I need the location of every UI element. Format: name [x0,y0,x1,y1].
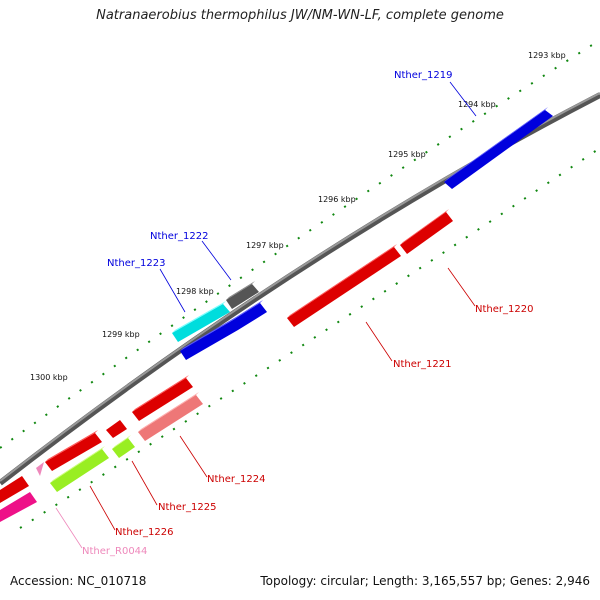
gene-arrow-nther-r0044[interactable] [36,462,44,476]
gene-label-nther-1222[interactable]: Nther_1222 [150,231,208,242]
gene-label-nther-1223[interactable]: Nther_1223 [107,258,165,269]
accession-text: Accession: NC_010718 [10,574,147,588]
kbp-label: 1293 kbp [528,51,566,60]
gene-arrow-nther-1221[interactable] [287,244,401,327]
kbp-label: 1300 kbp [30,373,68,382]
leader-line-nther-1222 [201,240,232,281]
leader-line-nther-1219 [449,81,477,117]
leader-line-nther-1224 [179,435,208,478]
gene-arrow-nther-1223-b[interactable] [180,300,267,360]
leader-line-nther-r0044 [55,507,83,549]
gene-arrow-nther-1226-top[interactable] [45,430,102,471]
kbp-label: 1296 kbp [318,195,356,204]
leader-line-nther-1220 [447,267,476,307]
gene-label-nther-1220[interactable]: Nther_1220 [475,304,533,315]
gene-arrow-nther-1225[interactable] [112,435,135,458]
leader-line-nther-1225 [131,460,158,506]
genome-summary-text: Topology: circular; Length: 3,165,557 bp… [260,574,590,588]
gene-label-nther-1226[interactable]: Nther_1226 [115,527,173,538]
kbp-label: 1297 kbp [246,241,284,250]
gene-arrow-nther-1223-a[interactable] [172,301,230,342]
leader-line-nther-1226 [89,485,116,531]
genome-backbone [0,92,600,486]
leader-line-nther-1223 [159,268,186,313]
gene-arrow-left-magenta[interactable] [0,492,37,522]
gene-arrow-nther-1225-top[interactable] [106,420,127,438]
map-title: Natranaerobius thermophilus JW/NM-WN-LF,… [96,8,504,23]
kbp-label: 1299 kbp [102,330,140,339]
genome-backbone-highlight [0,92,600,482]
gene-arrow-nther-1220[interactable] [400,209,453,254]
kbp-label: 1295 kbp [388,150,426,159]
gene-label-nther-1219[interactable]: Nther_1219 [394,70,452,81]
gene-arrow-nther-1224[interactable] [138,392,203,441]
gene-arrow-nther-1222[interactable] [226,281,259,309]
kbp-label: 1294 kbp [458,100,496,109]
gene-label-nther-1225[interactable]: Nther_1225 [158,502,216,513]
gene-label-nther-1224[interactable]: Nther_1224 [207,474,265,485]
gene-label-nther-1221[interactable]: Nther_1221 [393,359,451,370]
gene-arrow-nther-1219[interactable] [444,107,553,189]
leader-line-nther-1221 [365,321,393,362]
gene-arrow-nther-1224-top[interactable] [132,375,193,421]
outer-scale-dots [0,39,600,449]
kbp-label: 1298 kbp [176,287,214,296]
gene-label-nther-r0044[interactable]: Nther_R0044 [82,546,147,557]
gene-arrow-left-red[interactable] [0,476,29,503]
gene-arrow-nther-1226[interactable] [50,446,109,492]
